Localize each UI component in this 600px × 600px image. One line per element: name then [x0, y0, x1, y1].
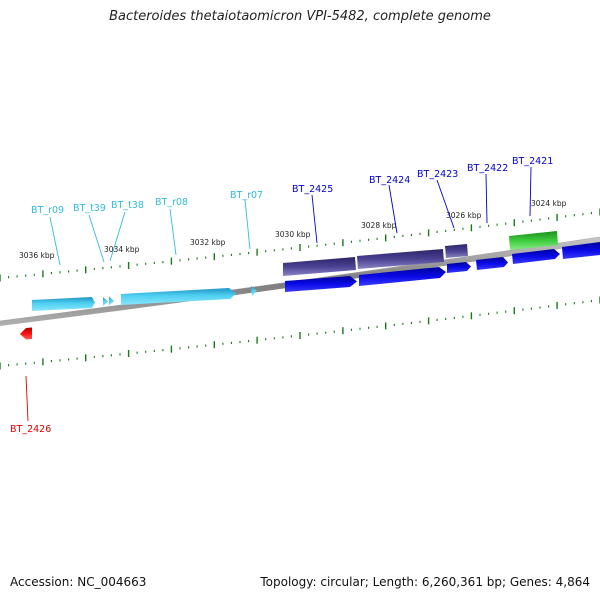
- operon-bar-2: [357, 249, 444, 269]
- label-bt-2422: BT_2422: [467, 163, 508, 174]
- label-bt-2424: BT_2424: [369, 175, 410, 186]
- accession-text: Accession: NC_004663: [10, 575, 147, 589]
- leader-bt-2421: [529, 166, 532, 217]
- gene-bt-t39: [103, 297, 108, 306]
- gene-next-offscreen: [562, 242, 600, 259]
- gene-bt-2421: [512, 249, 560, 264]
- operon-bar-1: [283, 257, 356, 276]
- label-bt-2425: BT_2425: [292, 184, 333, 195]
- label-bt-t38: BT_t38: [111, 200, 144, 211]
- leader-bt-r09: [49, 216, 61, 266]
- scale-label-3036: 3036 kbp: [19, 251, 55, 260]
- label-bt-2421: BT_2421: [512, 156, 553, 167]
- leader-bt-r07: [244, 199, 251, 250]
- leader-bt-2422: [485, 173, 488, 224]
- leader-bt-t39: [88, 214, 105, 263]
- leader-bt-2423: [436, 179, 455, 229]
- genome-summary-text: Topology: circular; Length: 6,260,361 bp…: [260, 575, 590, 589]
- gene-bt-2424: [359, 267, 446, 286]
- gene-bt-r07: [251, 286, 257, 296]
- map-title: Bacteroides thetaiotaomicron VPI-5482, c…: [109, 9, 491, 24]
- gene-bt-2422: [476, 257, 508, 270]
- gene-bt-r08: [121, 288, 236, 305]
- leader-bt-2424: [388, 184, 398, 234]
- label-bt-t39: BT_t39: [73, 203, 106, 214]
- gene-bt-2426: [20, 327, 32, 340]
- label-bt-r07: BT_r07: [230, 190, 263, 201]
- operon-bar-3: [445, 244, 468, 258]
- gene-bt-2423: [447, 262, 471, 273]
- scale-label-3024: 3024 kbp: [531, 199, 567, 208]
- gene-bt-r09: [32, 297, 95, 311]
- gene-bt-2425: [285, 276, 357, 292]
- label-bt-r09: BT_r09: [31, 205, 64, 216]
- leader-bt-r08: [169, 208, 177, 256]
- leader-bt-2425: [311, 194, 318, 244]
- operon-group: [283, 244, 468, 276]
- feature-bt-2421-green: [509, 231, 558, 250]
- scale-label-3028: 3028 kbp: [361, 221, 397, 230]
- label-bt-2426: BT_2426: [10, 424, 51, 435]
- label-bt-r08: BT_r08: [155, 197, 188, 208]
- outer-scale-ticks: [0, 208, 600, 282]
- label-leaders: [25, 166, 532, 422]
- scale-label-3030: 3030 kbp: [275, 230, 311, 239]
- scale-label-3034: 3034 kbp: [104, 245, 140, 254]
- leader-bt-2426: [25, 375, 29, 422]
- rna-gene-group: [32, 286, 257, 311]
- leader-bt-t38: [109, 211, 126, 262]
- scale-label-3026: 3026 kbp: [446, 211, 482, 220]
- inner-scale-ticks: [0, 296, 600, 370]
- label-bt-2423: BT_2423: [417, 169, 458, 180]
- scale-label-3032: 3032 kbp: [190, 238, 226, 247]
- cds-gene-group: [285, 242, 600, 292]
- gene-bt-t38: [109, 296, 114, 306]
